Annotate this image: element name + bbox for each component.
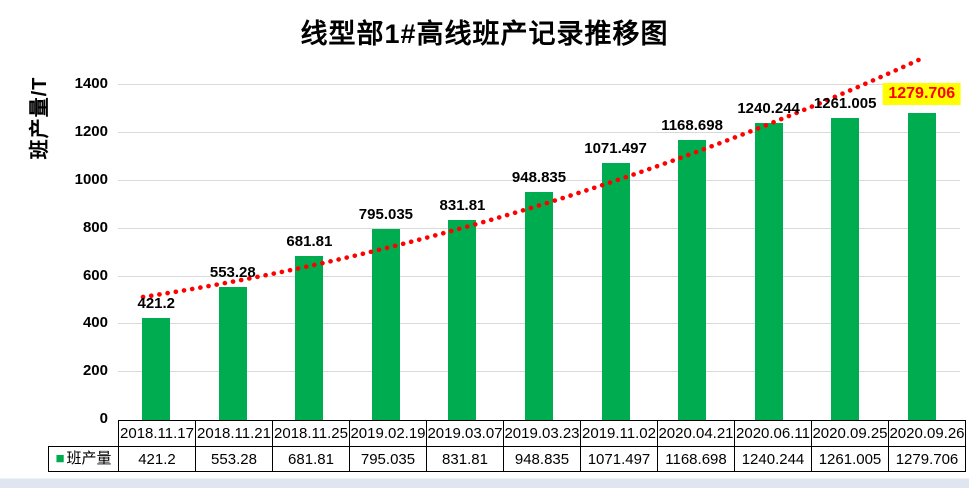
table-value-cell: 831.81 [426,446,504,472]
y-tick-label: 1400 [74,75,108,93]
table-value-cell: 1240.244 [734,446,812,472]
table-value-cell: 795.035 [349,446,427,472]
bar [831,117,860,420]
table-date-cell: 2019.02.19 [349,420,427,447]
bar [601,162,630,420]
bar-label: 831.81 [439,197,486,215]
bar [371,228,400,420]
table-date-cell: 2019.03.07 [426,420,504,447]
y-tick-label: 0 [99,410,108,427]
table-value-cell: 1261.005 [811,446,889,472]
table-value-cell: 681.81 [272,446,350,472]
table-date-cell: 2020.06.11 [734,420,812,447]
bar-label: 795.035 [358,205,414,223]
table-value-cell: 1168.698 [657,446,735,472]
table-date-cell: 2018.11.17 [118,420,196,447]
table-date-cell: 2020.04.21 [657,420,735,447]
table-date-cell: 2020.09.26 [888,420,966,447]
table-date-cell: 2020.09.25 [811,420,889,447]
table-date-cell: 2019.11.02 [580,420,658,447]
table-value-cell: 421.2 [118,446,196,472]
gridline [118,84,960,86]
table-date-cell: 2018.11.21 [195,420,273,447]
bar [907,113,936,420]
bar [448,220,477,420]
y-tick-label: 1000 [74,171,108,188]
y-tick-label: 200 [82,362,108,380]
footer-strip [0,478,969,488]
bar-label: 421.2 [137,295,176,313]
bar [142,318,171,420]
bar-label-highlight: 1279.706 [882,83,962,106]
y-tick-label: 800 [82,218,108,236]
table-value-cell: 1071.497 [580,446,658,472]
chart-title: 线型部1#高线班产记录推移图 [300,19,669,49]
y-tick-label: 1200 [74,123,108,141]
table-date-cell: 2018.11.25 [272,420,350,447]
table-value-cell: 1279.706 [888,446,966,472]
bar-label: 1240.244 [737,99,800,117]
bar [525,192,553,420]
bar-label: 1261.005 [813,94,877,112]
legend-swatch-icon: ■ [55,450,65,467]
bar-label: 948.835 [511,169,567,187]
bar-label: 1168.698 [661,116,723,134]
y-tick-label: 600 [82,266,108,284]
table-value-cell: 553.28 [195,446,273,472]
bar [295,256,324,420]
legend: ■ 班产量 [48,446,119,472]
bar-label: 553.28 [209,263,256,281]
bar [678,139,707,420]
table-date-cell: 2019.03.23 [503,420,581,447]
y-tick-label: 400 [82,314,108,332]
legend-label: 班产量 [66,450,112,467]
bar-label: 681.81 [286,233,333,251]
bar [218,286,247,420]
bar [754,122,783,420]
table-value-cell: 948.835 [503,446,581,472]
bar-label: 1071.497 [584,139,647,157]
